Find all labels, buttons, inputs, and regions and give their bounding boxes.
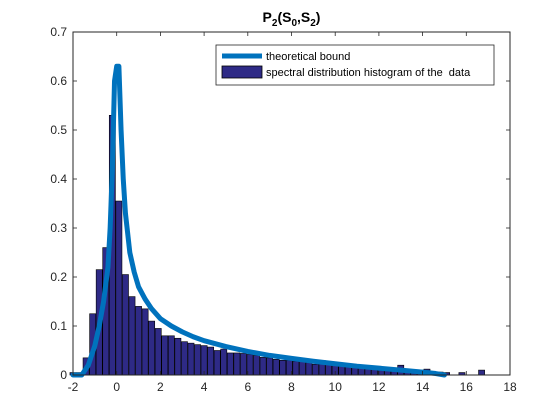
x-tick-label: 14 <box>416 380 430 394</box>
y-tick-label: 0.7 <box>50 25 67 39</box>
x-tick-label: 18 <box>503 380 517 394</box>
x-tick-label: 10 <box>329 380 343 394</box>
histogram-bar <box>161 335 169 376</box>
legend-bar-swatch <box>221 65 263 79</box>
legend-label-theoretical-bound: theoretical bound <box>266 51 350 63</box>
legend: theoretical bound spectral distribution … <box>215 44 495 86</box>
histogram-bar <box>115 200 123 376</box>
x-tick-label: 12 <box>372 380 386 394</box>
y-axis-ticks: 0 0.1 0.2 0.3 0.4 0.5 0.6 0.7 <box>50 25 510 382</box>
theoretical-bound-line <box>70 63 447 378</box>
y-tick-label: 0.6 <box>50 74 67 88</box>
histogram-bar <box>279 359 287 376</box>
histogram-bar <box>259 357 267 376</box>
histogram-bar <box>194 344 201 376</box>
x-tick-label: -2 <box>68 380 79 394</box>
y-tick-label: 0.1 <box>50 319 67 333</box>
x-tick-label: 6 <box>244 380 251 394</box>
histogram-bar <box>305 362 313 376</box>
histogram-bar <box>266 357 274 376</box>
y-tick-label: 0.4 <box>50 172 67 186</box>
legend-box <box>215 44 495 86</box>
histogram-bar <box>167 335 175 376</box>
chart-title: P2(S0,S2) <box>263 9 321 29</box>
histogram-bar <box>154 328 162 376</box>
histogram-bar <box>253 355 260 376</box>
y-tick-label: 0.2 <box>50 270 67 284</box>
histogram-bar <box>135 306 142 376</box>
x-tick-label: 2 <box>157 380 164 394</box>
histogram-bar <box>220 348 228 376</box>
histogram-bar <box>272 359 280 376</box>
histogram-bar <box>213 350 221 376</box>
x-tick-label: 8 <box>288 380 295 394</box>
y-tick-label: 0.3 <box>50 221 67 235</box>
histogram-bar <box>364 368 372 376</box>
histogram-bar <box>233 352 241 376</box>
histogram-bar <box>187 342 195 376</box>
legend-label-histogram: spectral distribution histogram of the d… <box>266 67 471 79</box>
histogram-bar <box>226 352 234 376</box>
histogram-bar <box>200 345 208 376</box>
histogram-bar <box>148 320 156 376</box>
histogram-bar <box>128 296 136 376</box>
x-tick-label: 0 <box>113 380 120 394</box>
x-tick-label: 4 <box>201 380 208 394</box>
histogram-bar <box>141 308 149 376</box>
histogram-bar <box>207 346 215 376</box>
histogram-bar <box>292 360 300 376</box>
histogram-bar <box>181 341 188 376</box>
histogram-bar <box>478 369 485 376</box>
histogram-bar <box>240 353 247 376</box>
x-tick-label: 16 <box>460 380 474 394</box>
histogram-bar <box>174 337 182 376</box>
y-tick-label: 0 <box>60 368 67 382</box>
histogram-bar <box>338 365 346 376</box>
histogram-bar <box>312 363 319 376</box>
y-tick-label: 0.5 <box>50 123 67 137</box>
histogram-bar <box>351 367 359 376</box>
histogram-bar <box>122 274 129 376</box>
x-axis-ticks: -2 0 2 4 6 8 10 12 14 16 18 <box>68 32 517 394</box>
